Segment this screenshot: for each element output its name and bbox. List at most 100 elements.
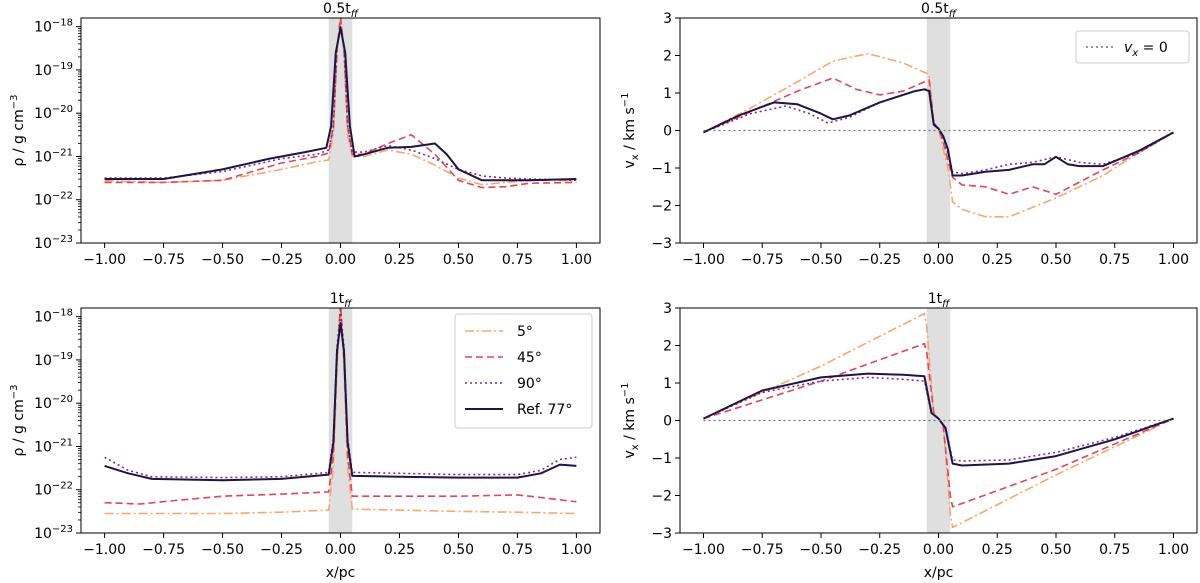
y-tick-label: 0 (663, 124, 672, 140)
y-tick-exp: −19 (52, 351, 73, 362)
series-line-5deg (104, 18, 577, 186)
legend-rest: = 0 (1138, 40, 1168, 56)
y-label-sub: x (630, 154, 641, 160)
x-tick-label: −0.25 (858, 252, 901, 268)
series-line-5deg (703, 312, 1174, 529)
y-tick-label: 10−20 (34, 394, 73, 412)
legend-velocity: vx = 0 (1075, 30, 1190, 64)
y-tick-exp: −20 (52, 394, 73, 405)
x-tick-label: 0.25 (384, 252, 415, 268)
y-tick-exp: −23 (52, 524, 73, 535)
x-tick-label: −0.50 (201, 252, 244, 268)
title-sub: ff (949, 9, 958, 20)
y-tick-exp: −22 (52, 481, 73, 492)
title-sub: ff (351, 9, 360, 20)
x-tick-label: 0.25 (982, 252, 1013, 268)
x-tick-label: −1.00 (682, 542, 725, 558)
panel-velocity_0.5tff: −1.00 −0.75 −0.50 −0.25 0.00 0.25 0.50 0.75 1.00… (620, 1, 1198, 268)
y-tick-label: 2 (663, 339, 672, 355)
x-tick-label: −0.50 (800, 542, 843, 558)
x-tick-label: 0.75 (502, 542, 533, 558)
title-main: 1t (928, 291, 943, 307)
y-tick-base: 10 (34, 193, 52, 209)
y-tick-base: 10 (34, 149, 52, 165)
y-tick-base: 10 (34, 20, 52, 36)
y-label-exp: −3 (9, 385, 20, 400)
x-tick-label: −0.75 (142, 252, 185, 268)
y-tick-label: 3 (663, 301, 672, 317)
y-label-main: v (622, 450, 638, 458)
series-group (703, 52, 1174, 218)
series-line-5deg (703, 52, 1174, 218)
y-tick-label: 2 (663, 49, 672, 65)
x-tick-label: 0.75 (502, 252, 533, 268)
y-tick-base: 10 (34, 526, 52, 542)
series-group (104, 18, 577, 189)
x-tick-label: 0.50 (1040, 252, 1071, 268)
y-tick-base: 10 (34, 483, 52, 499)
panel-title: 1tff (330, 291, 353, 310)
y-axis-label: vx / km s−1 (620, 92, 641, 168)
title-main: 0.5t (921, 1, 949, 17)
y-tick-label: 1 (663, 376, 672, 392)
legend-box (1075, 30, 1190, 64)
y-label-main: v (622, 160, 638, 168)
y-tick-label: 10−21 (34, 437, 73, 455)
shaded-region (328, 308, 353, 533)
y-label-main: ρ / g cm (11, 399, 27, 456)
legend-density: 5° 45° 90° Ref. 77° (454, 313, 593, 429)
y-tick-label: −1 (651, 451, 672, 467)
x-tick-label: 0.75 (1099, 542, 1130, 558)
legend-label-5deg: 5° (517, 324, 533, 340)
x-tick-label: −1.00 (83, 252, 126, 268)
series-group (703, 312, 1174, 529)
y-tick-base: 10 (34, 396, 52, 412)
y-tick-label: −2 (651, 489, 672, 505)
x-tick-label: 0.00 (923, 252, 954, 268)
x-tick-label: 0.50 (443, 542, 474, 558)
series-group (104, 308, 577, 515)
panel-title: 0.5tff (323, 1, 360, 20)
legend-box (454, 313, 593, 429)
series-line-ref (104, 322, 577, 482)
legend-sub: x (1131, 48, 1138, 59)
series-line-ref (703, 88, 1174, 177)
panel-title: 0.5tff (921, 1, 958, 20)
y-tick-label: −2 (651, 199, 672, 215)
title-sub: ff (942, 299, 951, 310)
y-tick-base: 10 (34, 106, 52, 122)
y-axis-label: vx / km s−1 (620, 382, 641, 458)
legend-label-45deg: 45° (517, 350, 542, 366)
x-tick-label: 1.00 (561, 252, 592, 268)
legend-label-ref: Ref. 77° (517, 402, 572, 418)
y-axis-label: ρ / g cm−3 (9, 95, 27, 167)
y-label-unit: / km s (622, 397, 638, 444)
y-tick-exp: −23 (52, 234, 73, 245)
series-line-5deg (104, 308, 577, 515)
y-tick-exp: −20 (52, 104, 73, 115)
y-tick-label: 1 (663, 86, 672, 102)
x-axis-label: x/pc (924, 565, 954, 581)
x-tick-label: 0.00 (325, 252, 356, 268)
y-tick-label: −3 (651, 526, 672, 542)
series-line-45deg (703, 77, 1174, 196)
x-tick-label: 0.00 (325, 542, 356, 558)
legend-label-90deg: 90° (517, 376, 542, 392)
x-tick-label: 1.00 (561, 542, 592, 558)
y-tick-exp: −19 (52, 61, 73, 72)
y-tick-label: 10−21 (34, 147, 73, 165)
x-tick-label: −0.25 (858, 542, 901, 558)
x-tick-label: −1.00 (682, 252, 725, 268)
y-tick-base: 10 (34, 310, 52, 326)
x-tick-label: 0.00 (923, 542, 954, 558)
y-label-main: ρ / g cm (11, 109, 27, 166)
x-tick-label: 0.50 (443, 252, 474, 268)
x-tick-label: −0.75 (142, 542, 185, 558)
y-tick-exp: −18 (52, 308, 73, 319)
y-tick-label: 10−22 (34, 481, 73, 499)
y-tick-label: 10−23 (34, 524, 73, 542)
y-label-sub: x (630, 444, 641, 450)
title-main: 0.5t (323, 1, 351, 17)
x-tick-label: −0.50 (201, 542, 244, 558)
